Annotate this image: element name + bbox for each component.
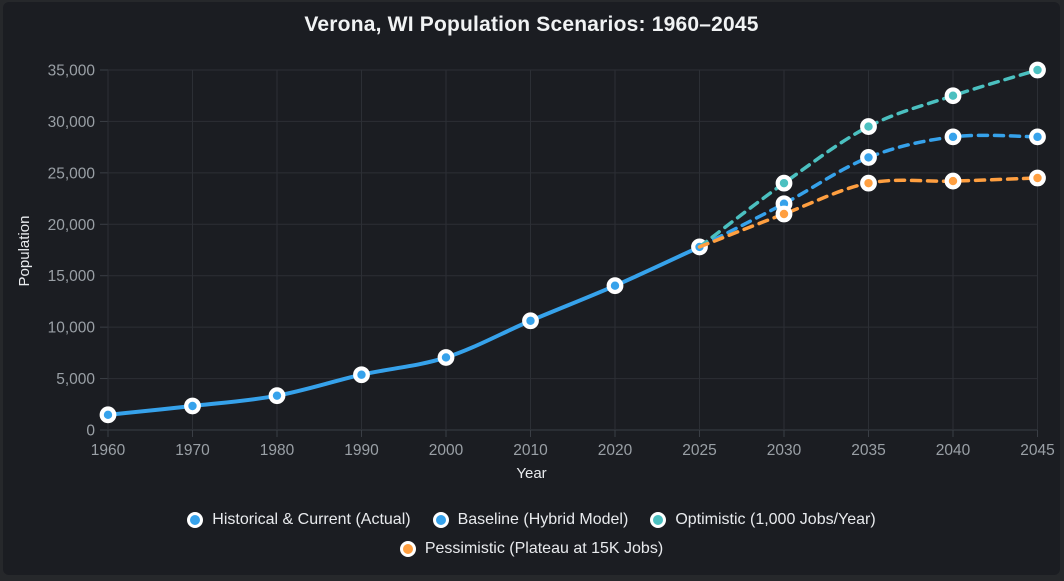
legend-marker-historical-icon — [187, 512, 204, 528]
data-point[interactable] — [1029, 128, 1046, 146]
legend-row-2: Pessimistic (Plateau at 15K Jobs) — [399, 536, 664, 562]
legend: Historical & Current (Actual) Baseline (… — [3, 507, 1060, 562]
data-point[interactable] — [944, 128, 962, 146]
x-tick-label: 2010 — [513, 442, 548, 459]
data-point[interactable] — [437, 349, 455, 366]
x-tick-label: 2020 — [598, 442, 633, 459]
data-point[interactable] — [522, 312, 539, 330]
data-point[interactable] — [184, 397, 201, 415]
series-1 — [697, 128, 1046, 249]
data-point[interactable] — [606, 277, 624, 295]
legend-marker-baseline-icon — [432, 512, 449, 528]
x-axis-title: Year — [516, 465, 547, 482]
y-tick-label: 5,000 — [56, 371, 95, 388]
x-tick-label: 1960 — [91, 442, 126, 459]
y-tick-label: 10,000 — [48, 320, 96, 337]
legend-item-historical[interactable]: Historical & Current (Actual) — [187, 511, 411, 529]
data-point[interactable] — [944, 87, 962, 105]
y-tick-label: 20,000 — [48, 217, 96, 234]
legend-marker-optimistic-icon — [650, 512, 667, 528]
y-axis-title: Population — [16, 215, 33, 287]
series-0 — [99, 238, 708, 424]
x-tick-label: 2040 — [936, 442, 971, 459]
chart-card: Verona, WI Population Scenarios: 1960–20… — [3, 2, 1060, 575]
y-tick-label: 25,000 — [48, 165, 96, 182]
legend-label-pessimistic: Pessimistic (Plateau at 15K Jobs) — [424, 540, 664, 557]
legend-label-baseline: Baseline (Hybrid Model) — [457, 511, 629, 528]
y-tick-label: 30,000 — [48, 114, 96, 131]
chart-title: Verona, WI Population Scenarios: 1960–20… — [304, 13, 759, 36]
legend-item-optimistic[interactable]: Optimistic (1,000 Jobs/Year) — [650, 511, 876, 529]
data-point[interactable] — [268, 387, 286, 405]
data-point[interactable] — [944, 172, 962, 190]
y-tick-label: 35,000 — [48, 63, 96, 80]
legend-label-historical: Historical & Current (Actual) — [212, 511, 411, 528]
legend-label-optimistic: Optimistic (1,000 Jobs/Year) — [675, 511, 876, 528]
y-tick-label: 15,000 — [48, 268, 96, 285]
legend-item-baseline[interactable]: Baseline (Hybrid Model) — [432, 511, 629, 529]
legend-marker-pessimistic-icon — [399, 541, 416, 557]
chart-canvas[interactable]: 0 5,000 10,000 15,000 20,000 25,000 30,000 35,0… — [3, 2, 1064, 499]
data-point[interactable] — [353, 366, 370, 384]
legend-item-pessimistic[interactable]: Pessimistic (Plateau at 15K Jobs) — [399, 540, 664, 558]
data-point[interactable] — [1029, 61, 1046, 79]
data-point[interactable] — [860, 174, 877, 192]
data-point[interactable] — [775, 205, 793, 223]
x-tick-label: 1970 — [175, 442, 210, 459]
x-tick-label: 2030 — [767, 442, 802, 459]
legend-row-1: Historical & Current (Actual) Baseline (… — [187, 507, 876, 533]
x-tick-label: 2045 — [1020, 442, 1054, 459]
series-3 — [697, 169, 1046, 249]
axes-and-grid: 0 5,000 10,000 15,000 20,000 25,000 30,000 35,0… — [48, 63, 1055, 460]
data-point[interactable] — [775, 174, 793, 192]
data-point[interactable] — [860, 149, 877, 166]
x-tick-label: 2025 — [682, 442, 716, 459]
x-tick-label: 1990 — [344, 442, 379, 459]
data-point[interactable] — [860, 118, 877, 135]
x-tick-label: 1980 — [260, 442, 295, 459]
data-point[interactable] — [99, 406, 117, 424]
data-point[interactable] — [1029, 169, 1046, 187]
x-tick-label: 2035 — [851, 442, 885, 459]
series-2 — [697, 61, 1046, 249]
y-tick-label: 0 — [86, 423, 95, 440]
x-tick-label: 2000 — [429, 442, 464, 459]
